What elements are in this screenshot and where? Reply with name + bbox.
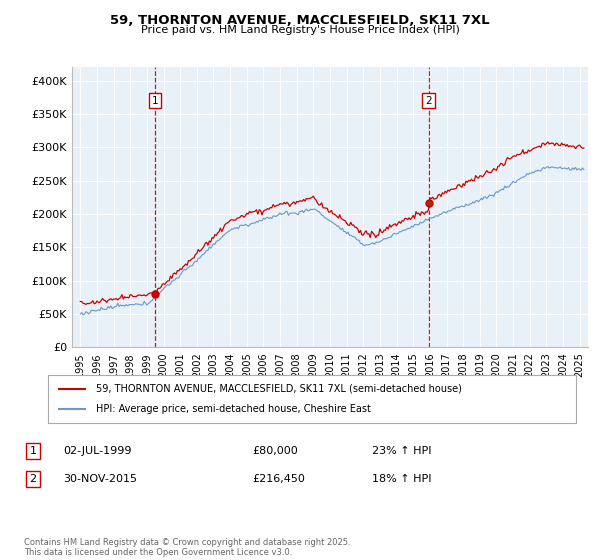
Text: HPI: Average price, semi-detached house, Cheshire East: HPI: Average price, semi-detached house,… [95, 404, 370, 414]
Text: £216,450: £216,450 [252, 474, 305, 484]
Text: 18% ↑ HPI: 18% ↑ HPI [372, 474, 431, 484]
Text: 59, THORNTON AVENUE, MACCLESFIELD, SK11 7XL (semi-detached house): 59, THORNTON AVENUE, MACCLESFIELD, SK11 … [95, 384, 461, 394]
Text: 59, THORNTON AVENUE, MACCLESFIELD, SK11 7XL: 59, THORNTON AVENUE, MACCLESFIELD, SK11 … [110, 14, 490, 27]
Text: 1: 1 [29, 446, 37, 456]
Text: Price paid vs. HM Land Registry's House Price Index (HPI): Price paid vs. HM Land Registry's House … [140, 25, 460, 35]
Text: 23% ↑ HPI: 23% ↑ HPI [372, 446, 431, 456]
Text: 30-NOV-2015: 30-NOV-2015 [63, 474, 137, 484]
Text: 1: 1 [152, 96, 158, 105]
Text: 02-JUL-1999: 02-JUL-1999 [63, 446, 131, 456]
Text: 2: 2 [425, 96, 432, 105]
Text: Contains HM Land Registry data © Crown copyright and database right 2025.
This d: Contains HM Land Registry data © Crown c… [24, 538, 350, 557]
Text: £80,000: £80,000 [252, 446, 298, 456]
Text: 2: 2 [29, 474, 37, 484]
